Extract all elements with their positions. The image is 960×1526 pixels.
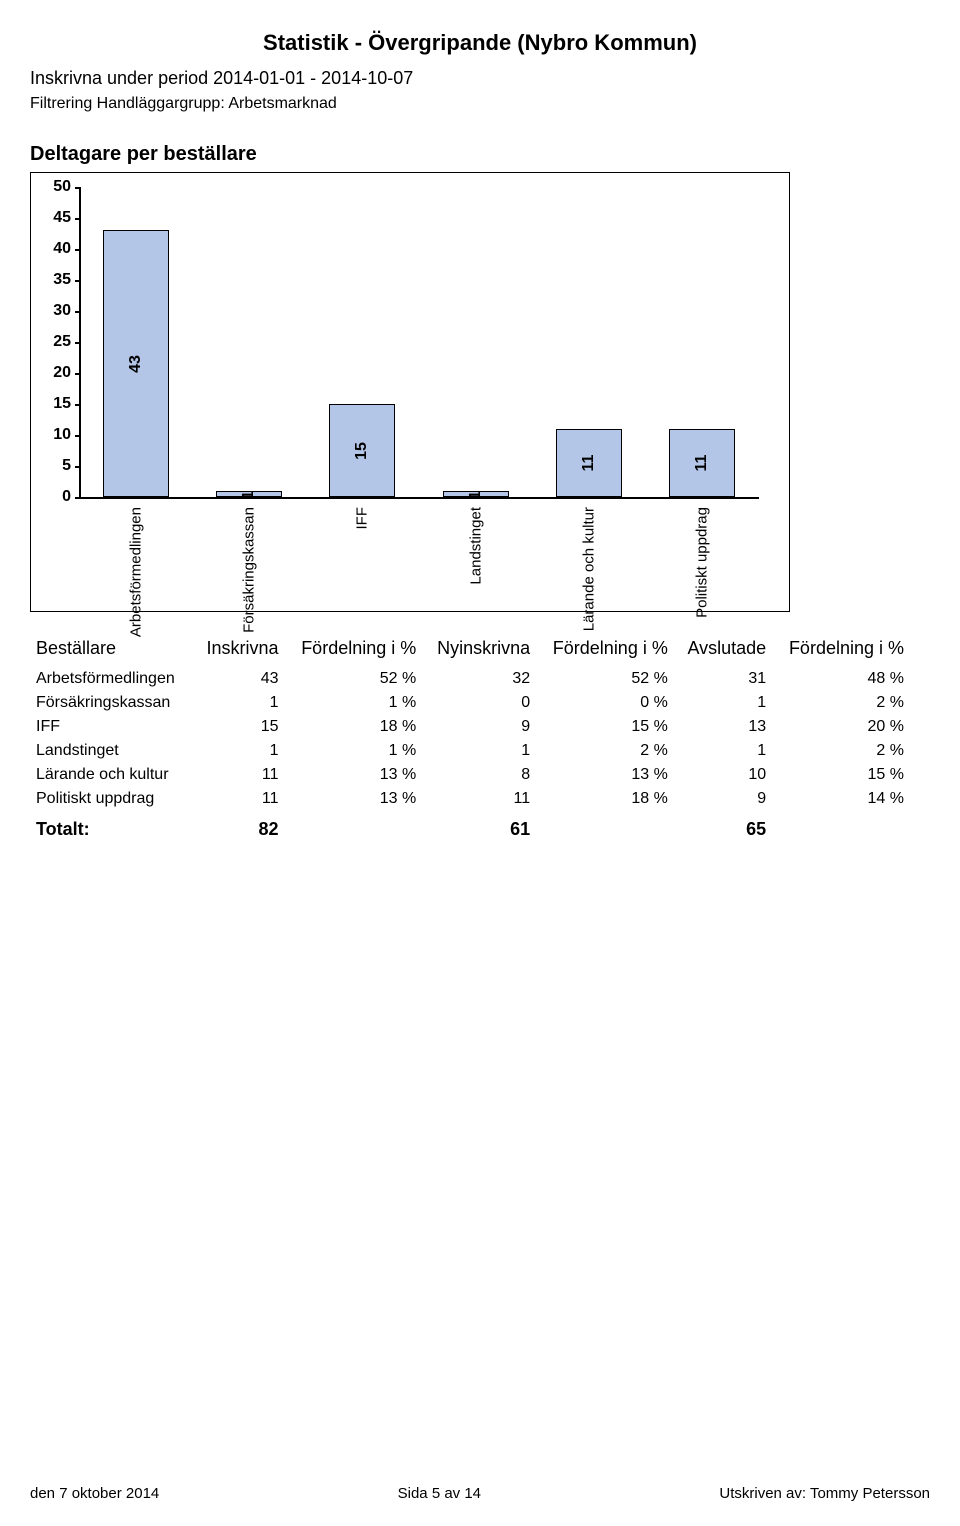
cell-nyinskrivna: 8 — [422, 763, 536, 787]
cell-pct-3: 14 % — [772, 787, 910, 811]
x-axis-label: Arbetsförmedlingen — [127, 507, 144, 637]
cell-inskrivna: 15 — [193, 715, 284, 739]
bar-value: 43 — [127, 355, 145, 373]
cell-pct-1: 13 % — [285, 763, 423, 787]
page-footer: den 7 oktober 2014 Sida 5 av 14 Utskrive… — [30, 1485, 930, 1502]
cell-pct-1: 13 % — [285, 787, 423, 811]
cell-pct-3: 15 % — [772, 763, 910, 787]
cell-avslutade: 13 — [674, 715, 772, 739]
table-row: Landstinget11 %12 %12 % — [30, 739, 910, 763]
cell-pct-2: 15 % — [536, 715, 674, 739]
cell-nyinskrivna: 11 — [422, 787, 536, 811]
cell-nyinskrivna: 32 — [422, 667, 536, 691]
cell-pct-3: 48 % — [772, 667, 910, 691]
table-header-row: Beställare Inskrivna Fördelning i % Nyin… — [30, 634, 910, 667]
cell-inskrivna: 11 — [193, 787, 284, 811]
col-fordelning-1: Fördelning i % — [285, 634, 423, 667]
y-tick-label: 10 — [53, 426, 71, 444]
cell-inskrivna: 11 — [193, 763, 284, 787]
x-axis-label: Försäkringskassan — [241, 507, 258, 633]
cell-avslutade: 10 — [674, 763, 772, 787]
bar: 15 — [329, 404, 395, 497]
cell-total-avslutade: 65 — [674, 811, 772, 843]
x-axis-label: IFF — [354, 507, 371, 530]
y-tick-label: 30 — [53, 302, 71, 320]
table-row: Politiskt uppdrag1113 %1118 %914 % — [30, 787, 910, 811]
cell-pct-1: 52 % — [285, 667, 423, 691]
table-total-row: Totalt:82 61 65 — [30, 811, 910, 843]
page-title: Statistik - Övergripande (Nybro Kommun) — [30, 30, 930, 56]
section-heading: Deltagare per beställare — [30, 143, 930, 166]
y-tick-label: 45 — [53, 209, 71, 227]
cell-label: Lärande och kultur — [30, 763, 193, 787]
cell-pct-2: 18 % — [536, 787, 674, 811]
cell-label: Arbetsförmedlingen — [30, 667, 193, 691]
bar-value: 11 — [693, 454, 711, 471]
cell-nyinskrivna: 0 — [422, 691, 536, 715]
col-fordelning-2: Fördelning i % — [536, 634, 674, 667]
cell-label: Landstinget — [30, 739, 193, 763]
cell-avslutade: 9 — [674, 787, 772, 811]
footer-page: Sida 5 av 14 — [398, 1485, 481, 1502]
cell-inskrivna: 1 — [193, 739, 284, 763]
table-row: Försäkringskassan11 %00 %12 % — [30, 691, 910, 715]
footer-date: den 7 oktober 2014 — [30, 1485, 159, 1502]
x-axis-label: Landstinget — [467, 507, 484, 585]
cell-label: Försäkringskassan — [30, 691, 193, 715]
cell-nyinskrivna: 9 — [422, 715, 536, 739]
cell-avslutade: 1 — [674, 739, 772, 763]
cell-pct-1: 1 % — [285, 691, 423, 715]
col-nyinskrivna: Nyinskrivna — [422, 634, 536, 667]
bar: 43 — [103, 230, 169, 497]
y-tick-label: 20 — [53, 364, 71, 382]
table-row: IFF1518 %915 %1320 % — [30, 715, 910, 739]
y-tick-label: 5 — [62, 457, 71, 475]
bar-value: 11 — [580, 454, 598, 471]
cell-nyinskrivna: 1 — [422, 739, 536, 763]
y-tick-label: 25 — [53, 333, 71, 351]
y-tick-label: 50 — [53, 178, 71, 196]
col-inskrivna: Inskrivna — [193, 634, 284, 667]
table-row: Lärande och kultur1113 %813 %1015 % — [30, 763, 910, 787]
cell-total-label: Totalt: — [30, 811, 193, 843]
cell-pct-2: 2 % — [536, 739, 674, 763]
bar-value: 15 — [353, 442, 371, 460]
y-tick-label: 40 — [53, 240, 71, 258]
cell-avslutade: 1 — [674, 691, 772, 715]
cell-total-inskrivna: 82 — [193, 811, 284, 843]
cell-label: Politiskt uppdrag — [30, 787, 193, 811]
plot-area: 4311511111 — [79, 187, 759, 497]
data-table: Beställare Inskrivna Fördelning i % Nyin… — [30, 634, 910, 843]
y-tick-label: 0 — [62, 488, 71, 506]
cell-inskrivna: 1 — [193, 691, 284, 715]
x-axis-label: Politiskt uppdrag — [694, 507, 711, 618]
footer-author: Utskriven av: Tommy Petersson — [719, 1485, 930, 1502]
cell-pct-2: 13 % — [536, 763, 674, 787]
col-fordelning-3: Fördelning i % — [772, 634, 910, 667]
x-axis-label: Lärande och kultur — [581, 507, 598, 631]
col-avslutade: Avslutade — [674, 634, 772, 667]
filter-line: Filtrering Handläggargrupp: Arbetsmarkna… — [30, 95, 930, 113]
cell-inskrivna: 43 — [193, 667, 284, 691]
y-tick-label: 15 — [53, 395, 71, 413]
cell-pct-3: 20 % — [772, 715, 910, 739]
period-subtitle: Inskrivna under period 2014-01-01 - 2014… — [30, 68, 930, 89]
cell-total-nyinskrivna: 61 — [422, 811, 536, 843]
cell-pct-2: 52 % — [536, 667, 674, 691]
bar: 11 — [669, 429, 735, 497]
y-tick-label: 35 — [53, 271, 71, 289]
cell-avslutade: 31 — [674, 667, 772, 691]
bar-chart: 05101520253035404550 4311511111 Arbetsfö… — [30, 172, 790, 612]
cell-pct-3: 2 % — [772, 691, 910, 715]
cell-label: IFF — [30, 715, 193, 739]
bar: 11 — [556, 429, 622, 497]
cell-pct-2: 0 % — [536, 691, 674, 715]
cell-pct-1: 1 % — [285, 739, 423, 763]
col-bestallare: Beställare — [30, 634, 193, 667]
x-axis-line — [79, 497, 759, 499]
cell-pct-1: 18 % — [285, 715, 423, 739]
table-row: Arbetsförmedlingen4352 %3252 %3148 % — [30, 667, 910, 691]
cell-pct-3: 2 % — [772, 739, 910, 763]
